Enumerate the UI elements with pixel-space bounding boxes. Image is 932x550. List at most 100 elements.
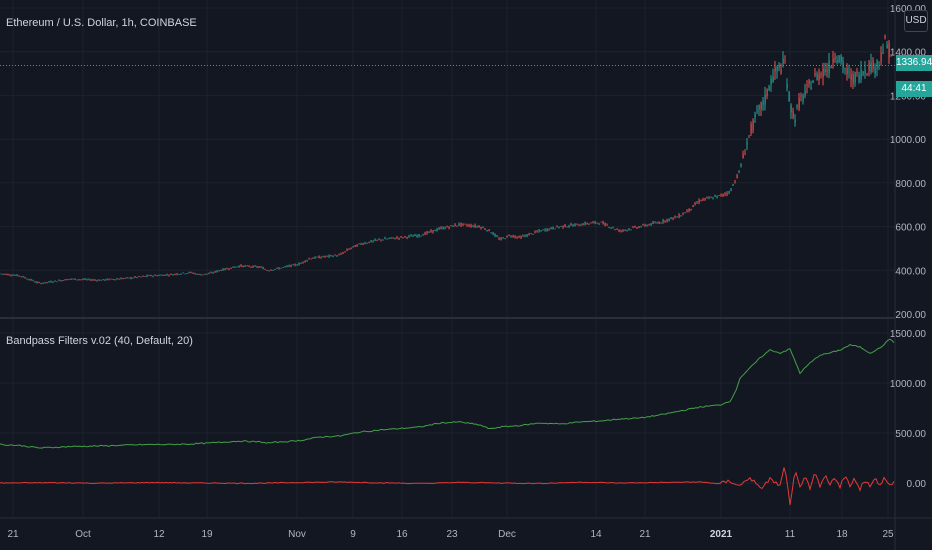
candle-body xyxy=(82,279,84,281)
candle-body xyxy=(774,67,776,72)
chart-grid xyxy=(0,0,895,518)
bandpass-lines[interactable] xyxy=(0,338,895,506)
candle-body xyxy=(254,265,256,267)
candle-body xyxy=(186,273,188,274)
candle-body xyxy=(304,260,306,262)
candle-body xyxy=(358,243,360,245)
time-axis[interactable]: 21 Oct 12 19 Nov 9 16 23 Dec 14 21 2021 11 18 25 xyxy=(7,529,894,540)
candle-body xyxy=(848,71,850,73)
candle-body xyxy=(150,275,152,276)
candle-body xyxy=(288,265,290,267)
candle-body xyxy=(590,222,592,224)
candle-body xyxy=(586,223,588,225)
candle-body xyxy=(362,243,364,245)
candle-body xyxy=(212,272,214,274)
candle-body xyxy=(120,278,122,280)
candle-body xyxy=(806,85,808,86)
candle-body xyxy=(268,270,270,272)
candle-body xyxy=(702,199,704,200)
candle-body xyxy=(160,274,162,276)
candle-body xyxy=(328,255,330,257)
indicator-title[interactable]: Bandpass Filters v.02 (40, Default, 20) xyxy=(6,335,193,347)
time-tick-label: Oct xyxy=(75,529,91,540)
symbol-title[interactable]: Ethereum / U.S. Dollar, 1h, COINBASE xyxy=(6,17,197,29)
candle-body xyxy=(28,279,30,281)
candle-body xyxy=(606,224,608,226)
candle-body xyxy=(622,229,624,231)
candle-body xyxy=(128,277,130,279)
candle-body xyxy=(350,248,352,249)
candle-body xyxy=(480,227,482,229)
candle-body xyxy=(584,222,586,225)
candle-body xyxy=(764,94,766,105)
candle-body xyxy=(866,73,868,75)
candle-body xyxy=(840,55,842,63)
candle-body xyxy=(206,273,208,275)
candle-body xyxy=(296,264,298,266)
indicator-axis[interactable]: 0.00 500.00 1000.00 1500.00 xyxy=(890,329,927,490)
candle-body xyxy=(776,66,778,71)
candle-body xyxy=(132,277,134,279)
candle-body xyxy=(846,68,848,75)
candle-body xyxy=(200,274,202,276)
candle-body xyxy=(96,280,98,282)
candle-body xyxy=(76,279,78,281)
indicator-tick-label: 0.00 xyxy=(907,479,927,490)
candle-body xyxy=(56,281,58,283)
candle-body xyxy=(286,266,288,267)
candle-body xyxy=(660,222,662,224)
candle-body xyxy=(834,57,836,59)
candle-body xyxy=(888,42,890,58)
candle-body xyxy=(778,64,780,69)
candle-body xyxy=(568,226,570,227)
candle-body xyxy=(554,228,556,230)
candle-body xyxy=(820,74,822,76)
candle-body xyxy=(152,275,154,277)
candle-body xyxy=(520,236,522,239)
candle-body xyxy=(262,267,264,270)
candle-body xyxy=(384,238,386,240)
candle-body xyxy=(356,244,358,247)
candle-body xyxy=(210,272,212,274)
candle-body xyxy=(368,241,370,243)
candle-body xyxy=(416,235,418,237)
candle-body xyxy=(84,278,86,280)
candle-body xyxy=(394,238,396,240)
time-tick-label: Dec xyxy=(498,529,516,540)
candle-body xyxy=(74,278,76,280)
candle-body xyxy=(552,227,554,230)
candle-body xyxy=(410,235,412,237)
candle-body xyxy=(422,234,424,236)
candle-body xyxy=(612,227,614,229)
candle-body xyxy=(726,192,728,195)
candle-body xyxy=(610,227,612,229)
candle-body xyxy=(196,274,198,275)
candle-body xyxy=(786,83,788,89)
candle-body xyxy=(850,74,852,81)
candle-body xyxy=(20,276,22,278)
candle-body xyxy=(796,105,798,107)
candle-body xyxy=(880,52,882,63)
candle-body xyxy=(652,222,654,224)
candle-body xyxy=(236,266,238,268)
candle-body xyxy=(560,226,562,227)
candle-body xyxy=(8,274,10,276)
candle-body xyxy=(472,226,474,227)
price-candles[interactable] xyxy=(0,34,892,285)
candle-body xyxy=(832,58,834,63)
currency-button[interactable]: USD xyxy=(904,10,928,32)
candle-body xyxy=(258,266,260,268)
candle-body xyxy=(686,210,688,212)
bandpass-green-line xyxy=(0,338,895,449)
candle-body xyxy=(818,73,820,80)
candle-body xyxy=(48,281,50,283)
time-tick-label: 21 xyxy=(7,529,19,540)
candle-body xyxy=(766,89,768,96)
candle-body xyxy=(118,278,120,280)
candle-body xyxy=(372,240,374,242)
candle-body xyxy=(144,276,146,277)
candle-body xyxy=(532,233,534,235)
candle-body xyxy=(402,237,404,239)
